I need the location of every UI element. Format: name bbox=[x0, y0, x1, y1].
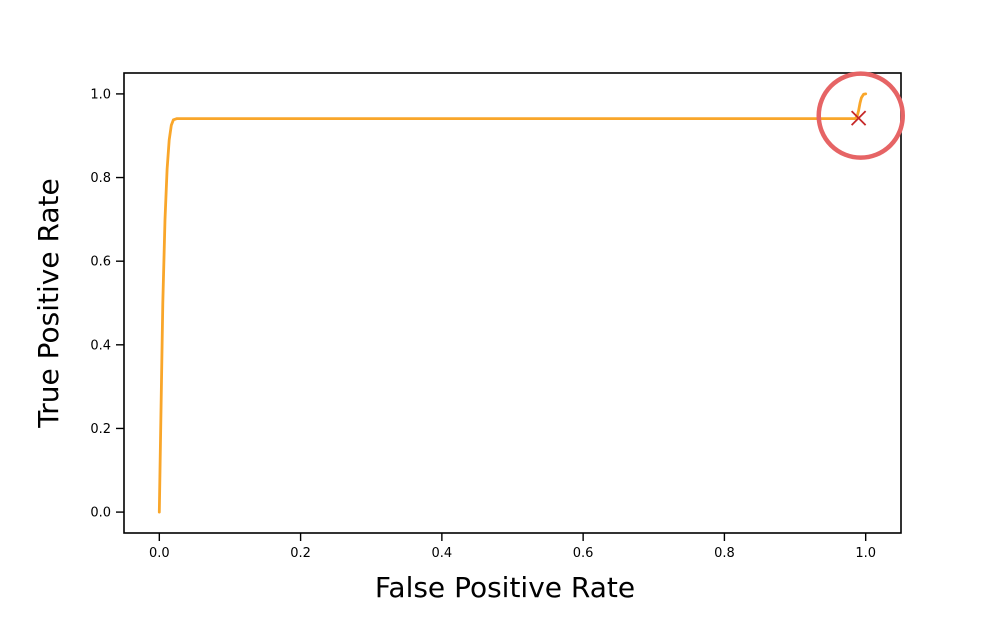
optimal-point-marker bbox=[850, 110, 867, 126]
x-tick-label: 0.8 bbox=[714, 546, 735, 561]
x-axis-label: False Positive Rate bbox=[375, 571, 635, 604]
x-tick-label: 0.0 bbox=[149, 546, 170, 561]
x-tick-label: 0.2 bbox=[290, 546, 311, 561]
y-tick-label: 0.8 bbox=[90, 171, 111, 186]
plot-area: 0.0 0.2 0.4 0.6 0.8 1.0 0.0 0.2 0.4 0.6 0.8 1.0 bbox=[90, 71, 905, 561]
x-tick-label: 1.0 bbox=[855, 546, 876, 561]
y-tick-label: 0.0 bbox=[90, 506, 111, 521]
x-tick-label: 0.6 bbox=[573, 546, 594, 561]
x-tick-label: 0.4 bbox=[432, 546, 453, 561]
annotation-circle bbox=[816, 71, 905, 160]
plot-border bbox=[123, 72, 902, 534]
y-tick-label: 1.0 bbox=[90, 87, 111, 102]
y-tick-label: 0.6 bbox=[90, 255, 111, 270]
y-tick-label: 0.2 bbox=[90, 422, 111, 437]
y-axis-label: True Positive Rate bbox=[32, 178, 65, 428]
y-tick-label: 0.4 bbox=[90, 338, 111, 353]
roc-curve bbox=[157, 92, 868, 514]
